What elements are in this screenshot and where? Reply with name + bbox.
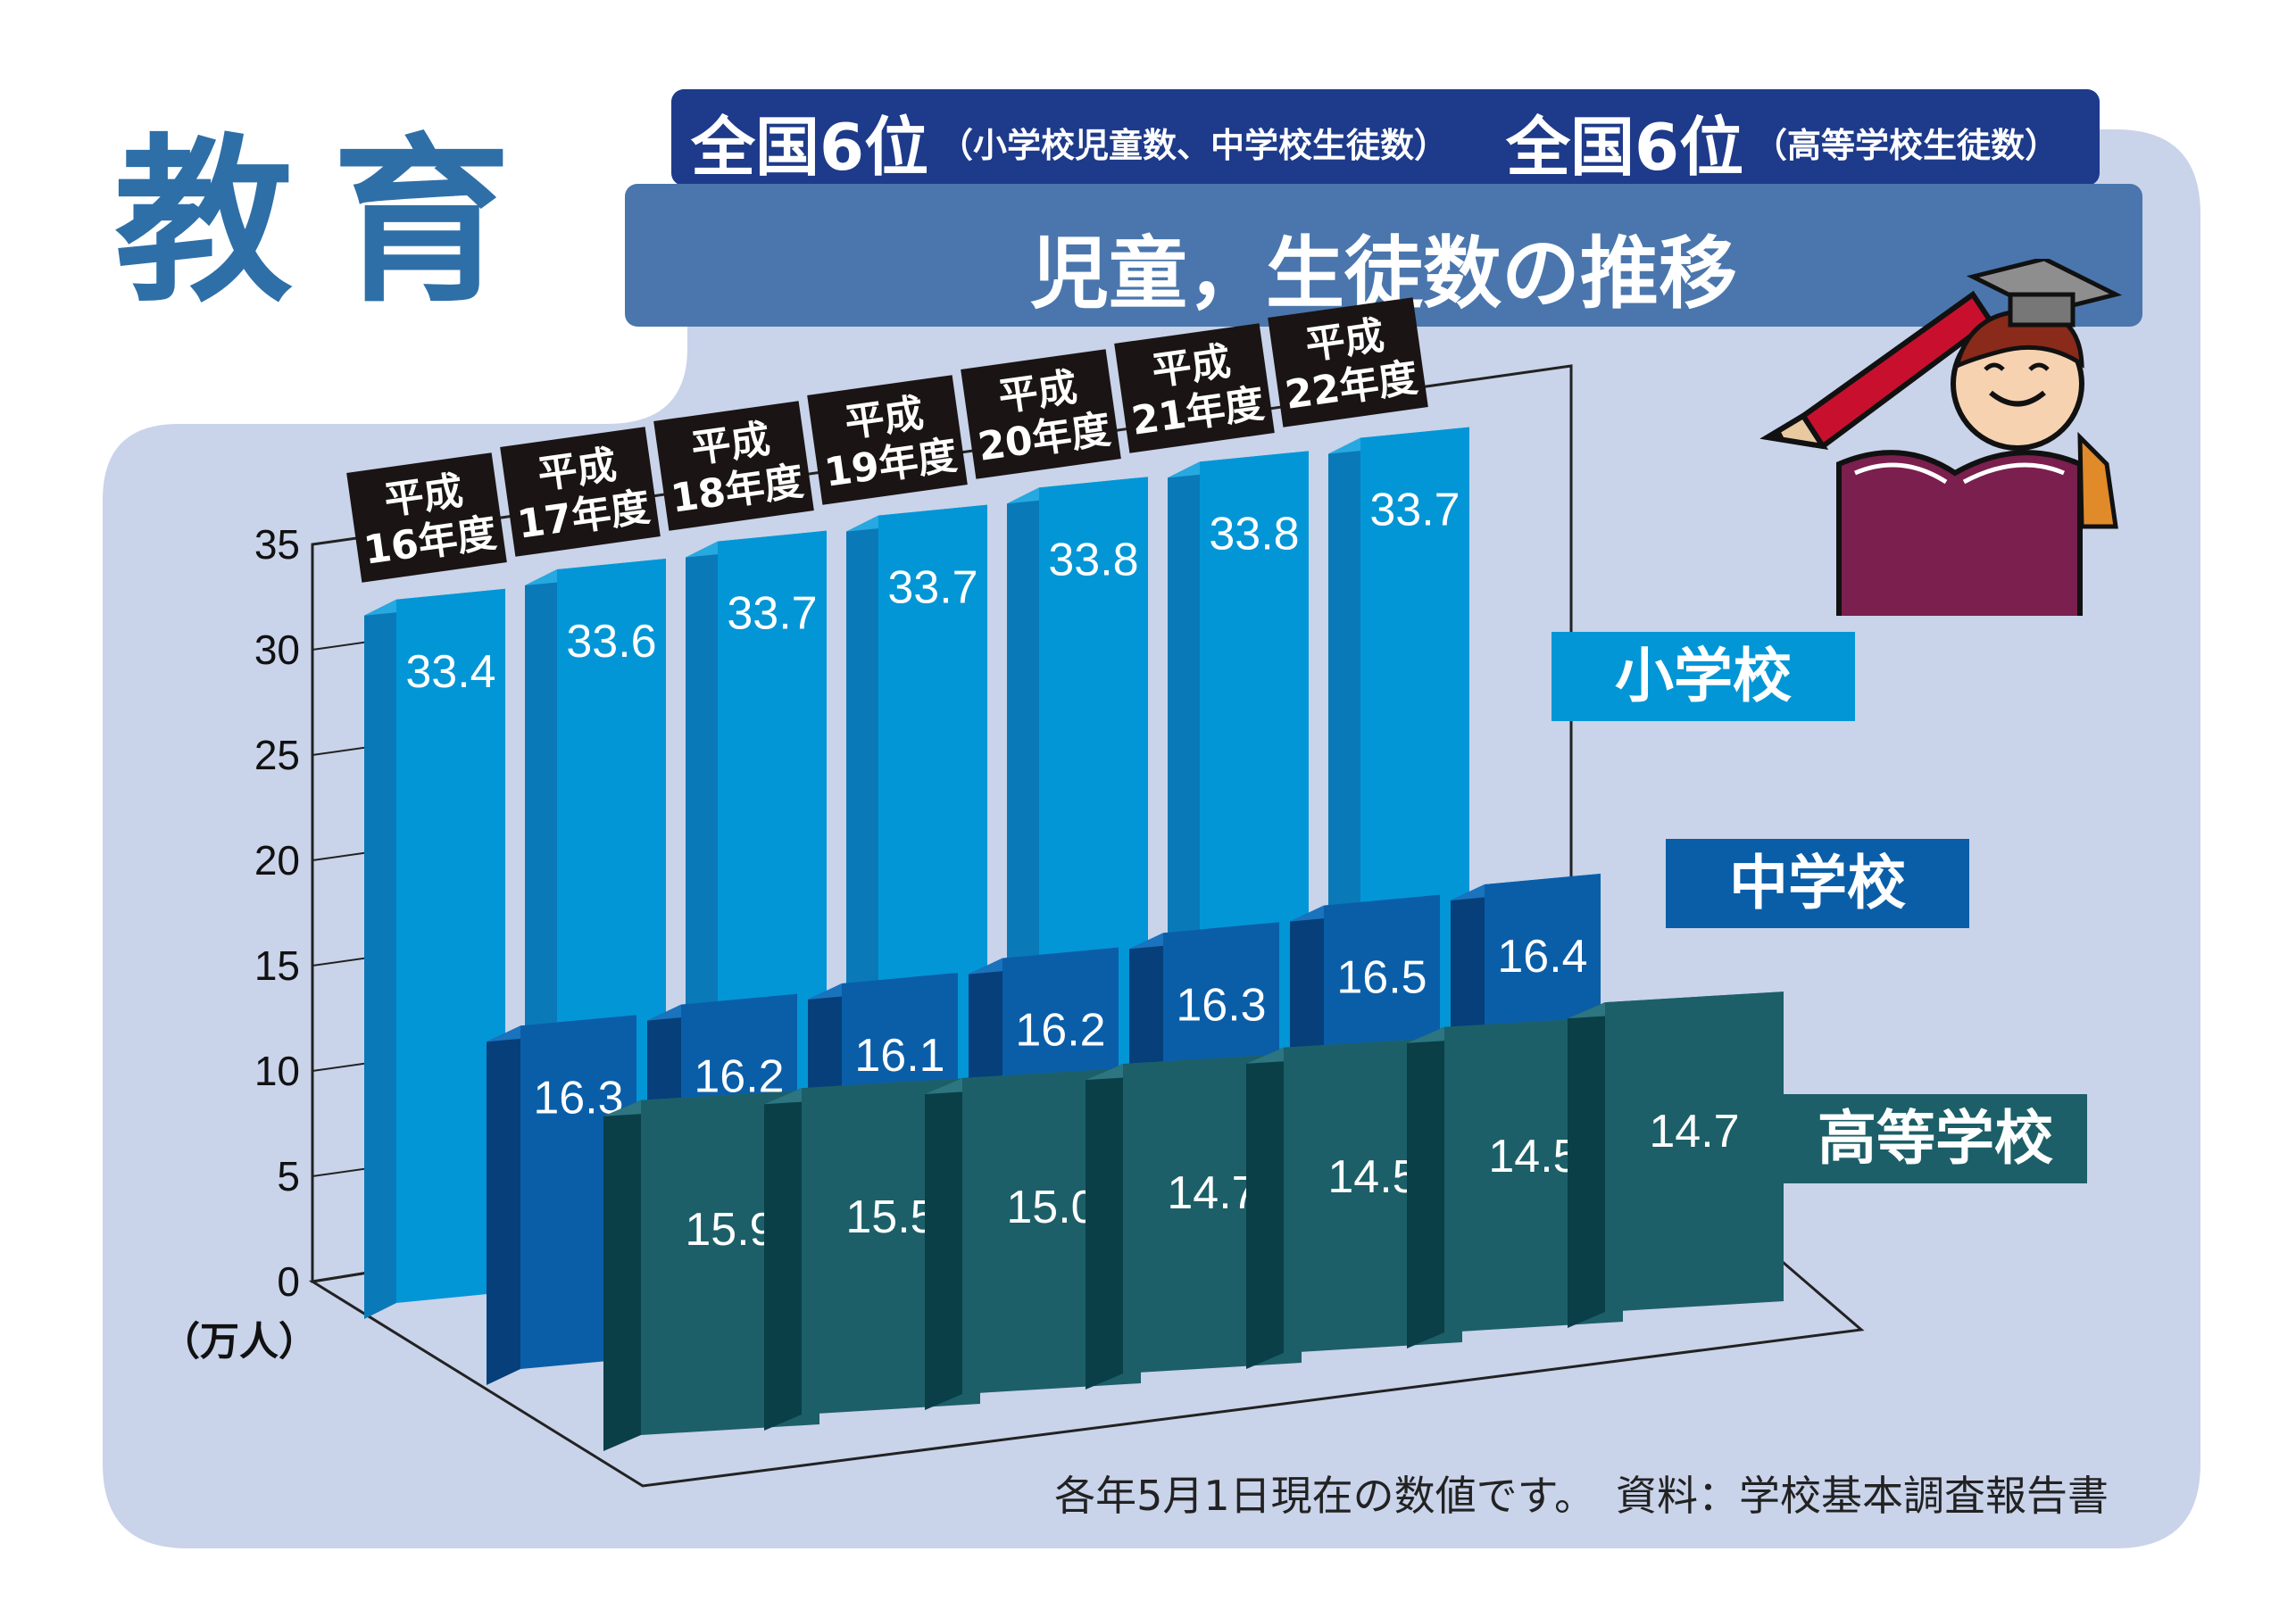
data-label-junior: 16.4 [1497, 931, 1587, 983]
bar-side-high [1407, 1026, 1444, 1348]
bar-side-junior [487, 1025, 520, 1385]
svg-text:平成: 平成 [381, 468, 465, 524]
data-label-elementary: 33.4 [405, 646, 495, 698]
bar-high [1605, 992, 1784, 1312]
data-label-high: 15.5 [845, 1191, 936, 1243]
rank-left-note: （小学校児童数、中学校生徒数） [939, 126, 1449, 165]
bar-side-high [603, 1099, 641, 1451]
rank-right: 全国6位 [1506, 110, 1744, 185]
y-axis-unit-label: （万人） [161, 1319, 318, 1365]
data-label-elementary: 33.7 [887, 562, 977, 614]
data-label-high: 14.7 [1649, 1106, 1739, 1157]
legend-swatch [1551, 632, 1855, 721]
data-label-elementary: 33.7 [727, 588, 817, 640]
data-label-junior: 16.3 [1176, 979, 1266, 1031]
data-label-elementary: 33.8 [1209, 508, 1299, 560]
svg-text:平成: 平成 [688, 416, 772, 472]
legend-swatch [1666, 839, 1969, 928]
section-title: 教育 [114, 119, 551, 327]
data-label-junior: 16.5 [1336, 952, 1427, 1004]
rank-left: 全国6位 [691, 110, 929, 185]
data-label-high: 15.0 [1006, 1182, 1096, 1233]
y-tick-label: 0 [277, 1258, 300, 1305]
svg-text:平成: 平成 [842, 390, 926, 446]
bar-side-high [1568, 1002, 1605, 1328]
data-label-elementary: 33.6 [566, 616, 656, 668]
boy-face-icon [1951, 309, 2084, 451]
svg-text:平成: 平成 [995, 364, 1079, 420]
legend-label: 小学校 [1615, 642, 1792, 710]
bar-side-high [764, 1088, 802, 1431]
rank-right-note: （高等学校生徒数） [1753, 126, 2059, 165]
data-label-elementary: 33.8 [1048, 534, 1138, 585]
svg-text:平成: 平成 [1149, 338, 1233, 394]
data-label-junior: 16.1 [854, 1030, 944, 1082]
y-tick-label: 20 [254, 837, 300, 884]
data-label-high: 15.9 [685, 1204, 775, 1256]
legend-label: 中学校 [1729, 849, 1906, 917]
rank-banner: 全国6位 （小学校児童数、中学校生徒数） 全国6位 （高等学校生徒数） [671, 89, 2100, 186]
svg-text:平成: 平成 [1302, 312, 1386, 369]
svg-text:平成: 平成 [535, 442, 619, 498]
data-label-junior: 16.2 [1015, 1005, 1105, 1057]
bar-side-high [1246, 1047, 1284, 1369]
bar-side-high [1086, 1064, 1123, 1390]
pencil-icon [1759, 290, 1995, 451]
bar-side-high [925, 1078, 962, 1410]
graduation-cap-icon [1966, 259, 2123, 328]
bar-side-elementary [364, 599, 396, 1319]
data-label-high: 14.5 [1327, 1151, 1418, 1203]
data-label-high: 14.7 [1167, 1167, 1257, 1219]
y-tick-label: 10 [254, 1048, 300, 1094]
bar-elementary [396, 588, 505, 1303]
data-label-high: 14.5 [1488, 1131, 1578, 1182]
legend-swatch [1784, 1094, 2087, 1183]
y-tick-label: 5 [277, 1153, 300, 1199]
legend-label: 高等学校 [1818, 1104, 2053, 1173]
book-icon [1836, 431, 2118, 616]
source-note: 各年5月1日現在の数値です。 資料：学校基本調査報告書 [1054, 1472, 2109, 1520]
student-mascot-illustration [1759, 259, 2123, 616]
y-tick-label: 30 [254, 626, 300, 673]
y-tick-label: 25 [254, 732, 300, 778]
data-label-elementary: 33.7 [1369, 485, 1460, 536]
y-tick-label: 35 [254, 521, 300, 568]
y-tick-label: 15 [254, 942, 300, 989]
